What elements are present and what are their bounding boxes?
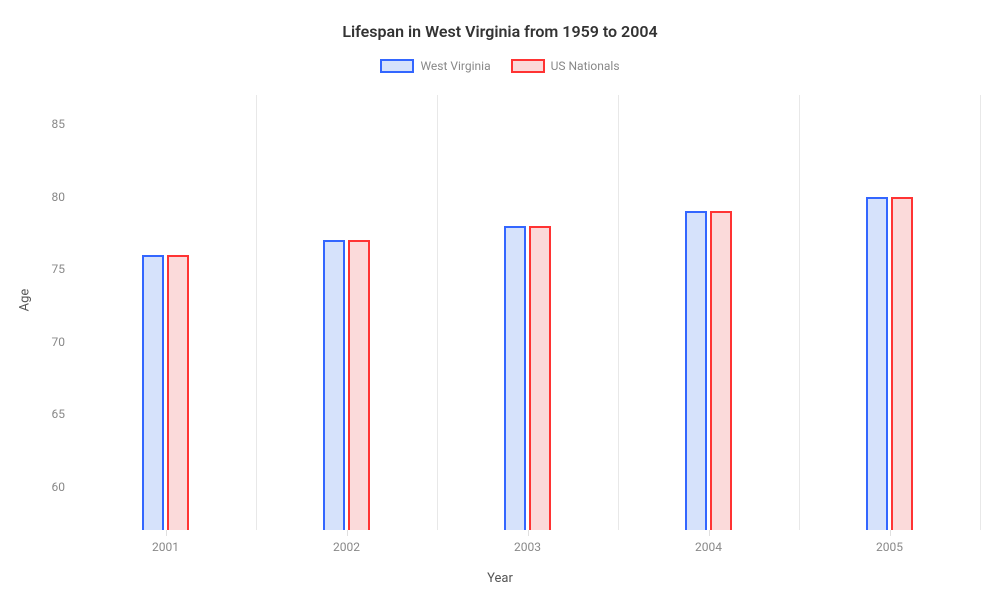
y-axis-title: Age xyxy=(18,289,33,312)
y-tick-label: 60 xyxy=(52,480,76,494)
y-tick-label: 70 xyxy=(52,335,76,349)
plot-area: 60657075808520012002200320042005 xyxy=(75,95,980,530)
bar xyxy=(685,211,707,530)
grid-line-vertical xyxy=(618,95,619,530)
legend-label-wv: West Virginia xyxy=(420,59,490,73)
bar xyxy=(323,240,345,530)
x-tick-mark xyxy=(709,530,710,536)
bar xyxy=(529,226,551,531)
y-tick-label: 85 xyxy=(52,117,76,131)
grid-line-vertical xyxy=(256,95,257,530)
bar xyxy=(142,255,164,531)
bar xyxy=(504,226,526,531)
bar xyxy=(866,197,888,531)
legend-item-wv: West Virginia xyxy=(380,59,490,73)
bar xyxy=(710,211,732,530)
x-tick-mark xyxy=(347,530,348,536)
bar xyxy=(891,197,913,531)
legend-label-us: US Nationals xyxy=(551,59,620,73)
x-tick-mark xyxy=(166,530,167,536)
legend: West Virginia US Nationals xyxy=(0,59,1000,73)
x-axis-title: Year xyxy=(487,571,513,586)
grid-line-vertical xyxy=(980,95,981,530)
chart-container: Lifespan in West Virginia from 1959 to 2… xyxy=(0,0,1000,600)
legend-swatch-wv xyxy=(380,59,414,73)
y-tick-label: 75 xyxy=(52,262,76,276)
grid-line-vertical xyxy=(437,95,438,530)
chart-title: Lifespan in West Virginia from 1959 to 2… xyxy=(0,0,1000,41)
y-tick-label: 80 xyxy=(52,190,76,204)
y-tick-label: 65 xyxy=(52,407,76,421)
x-tick-mark xyxy=(528,530,529,536)
bar xyxy=(167,255,189,531)
x-tick-mark xyxy=(890,530,891,536)
legend-item-us: US Nationals xyxy=(511,59,620,73)
bar xyxy=(348,240,370,530)
legend-swatch-us xyxy=(511,59,545,73)
grid-line-vertical xyxy=(799,95,800,530)
